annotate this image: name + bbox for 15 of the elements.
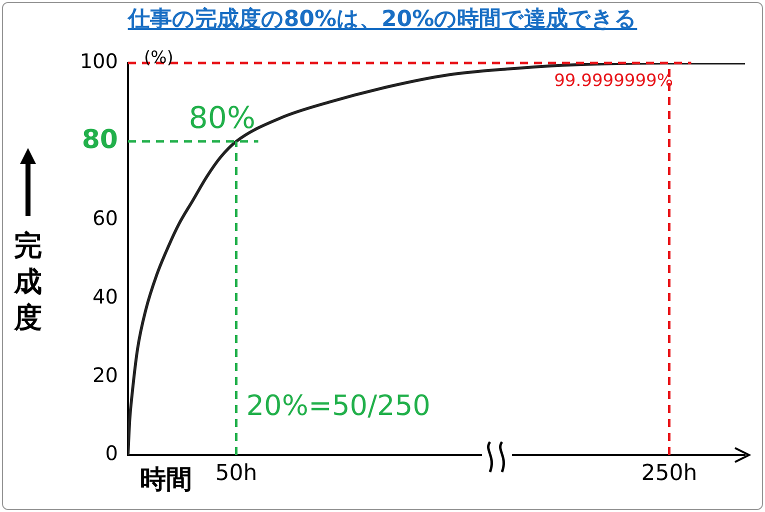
y-tick-label: 80	[82, 125, 118, 156]
y-tick-label: 60	[92, 206, 118, 230]
y-tick-label: 100	[80, 49, 118, 74]
chart-title: 仕事の完成度の80%は、20%の時間で達成できる	[126, 6, 638, 34]
y-axis-title: 完成度	[14, 228, 43, 336]
annotation: (%)	[144, 48, 174, 68]
y-tick-label: 40	[92, 284, 118, 308]
x-axis-title: 時間	[140, 464, 192, 497]
x-tick-label: 50h	[215, 460, 258, 486]
ref-line-label: 99.9999999%	[554, 70, 673, 91]
ref-line-label: 80%	[188, 101, 256, 136]
annotation: 20%=50/250	[246, 389, 430, 422]
y-tick-label: 20	[92, 362, 118, 387]
x-tick-label: 250h	[641, 460, 698, 486]
y-tick-label: 0	[105, 441, 118, 466]
